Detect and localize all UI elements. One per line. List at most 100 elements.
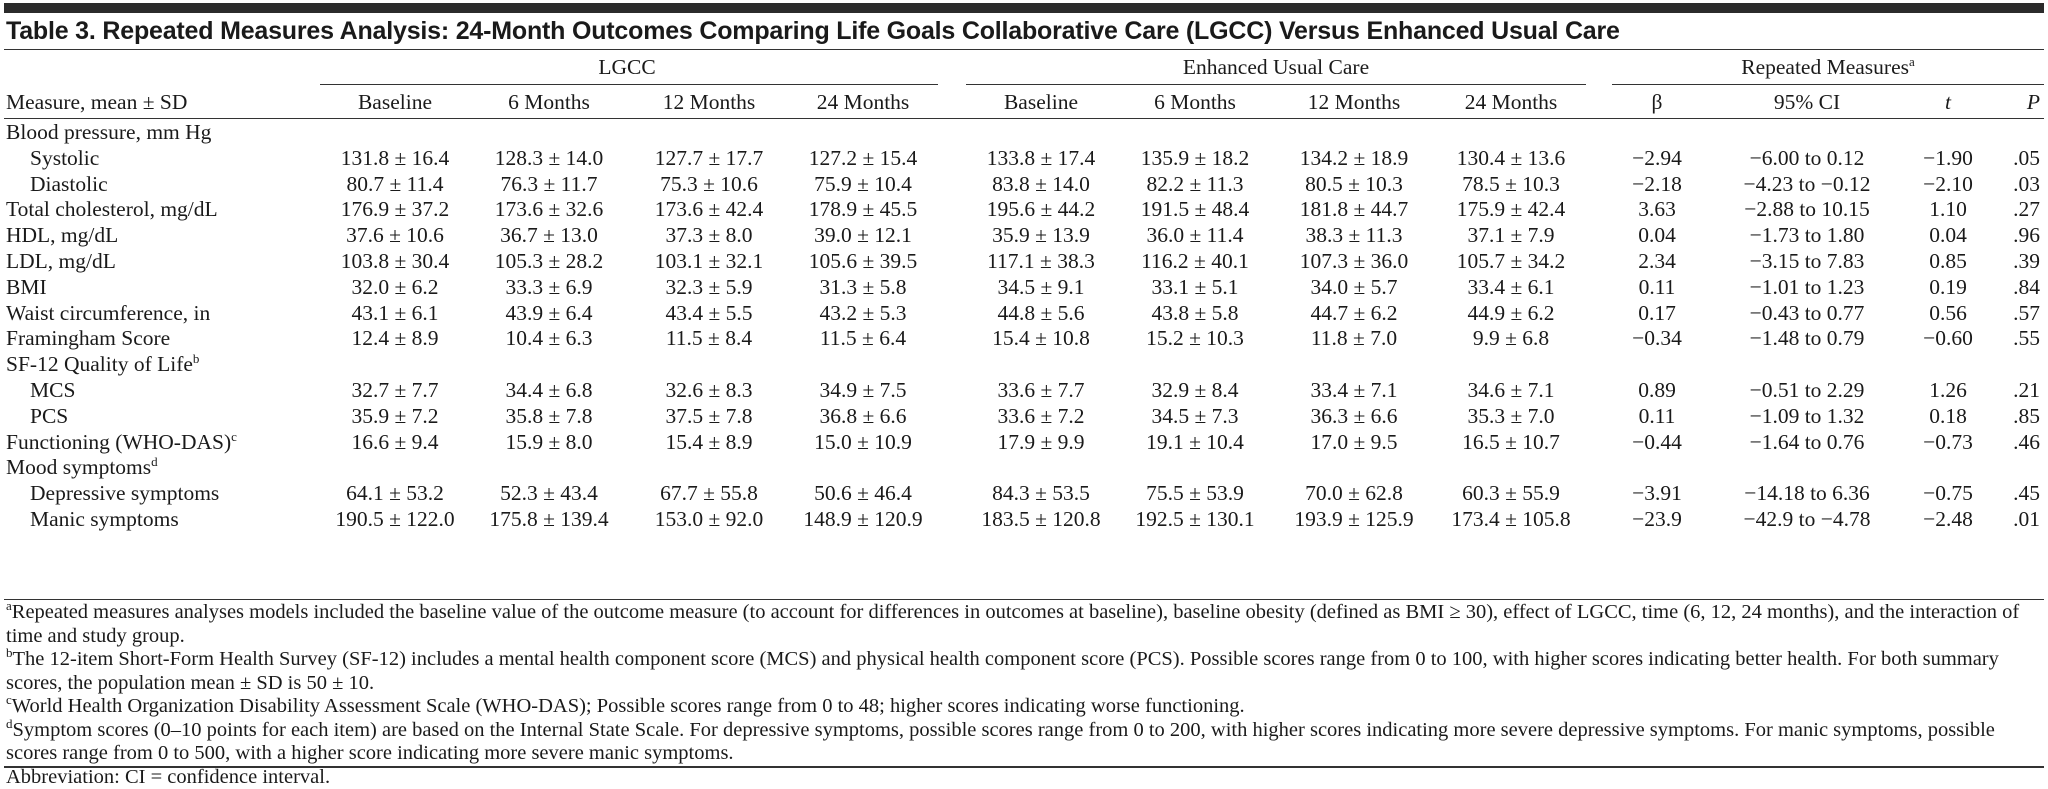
cell-repeated-measures-3: .03 bbox=[1994, 172, 2040, 198]
cell-repeated-measures-3: .05 bbox=[1994, 146, 2040, 172]
cell-euc-2: 80.5 ± 10.3 bbox=[1279, 172, 1429, 198]
footnote-mark: c bbox=[231, 428, 237, 443]
row-label: MCS bbox=[30, 378, 75, 404]
cell-lgcc-0: 37.6 ± 10.6 bbox=[320, 223, 470, 249]
cell-repeated-measures-0: −2.94 bbox=[1612, 146, 1702, 172]
cell-repeated-measures-0: 0.11 bbox=[1612, 275, 1702, 301]
row-label: BMI bbox=[6, 275, 47, 301]
cell-repeated-measures-2: 0.19 bbox=[1908, 275, 1988, 301]
cell-lgcc-1 bbox=[474, 352, 624, 378]
cell-repeated-measures-1: −3.15 to 7.83 bbox=[1712, 249, 1902, 275]
row-label-text: BMI bbox=[6, 275, 47, 299]
cell-repeated-measures-3: .46 bbox=[1994, 430, 2040, 456]
cell-lgcc-1: 175.8 ± 139.4 bbox=[474, 507, 624, 533]
cell-euc-3 bbox=[1436, 120, 1586, 146]
cell-lgcc-1: 33.3 ± 6.9 bbox=[474, 275, 624, 301]
cell-repeated-measures-2: 1.26 bbox=[1908, 378, 1988, 404]
cell-repeated-measures-3: .45 bbox=[1994, 481, 2040, 507]
row-label-text: MCS bbox=[30, 378, 75, 402]
cell-euc-3: 105.7 ± 34.2 bbox=[1436, 249, 1586, 275]
cell-lgcc-2: 43.4 ± 5.5 bbox=[634, 301, 784, 327]
cell-lgcc-2 bbox=[634, 120, 784, 146]
cell-euc-0: 15.4 ± 10.8 bbox=[966, 326, 1116, 352]
cell-repeated-measures-1 bbox=[1712, 120, 1902, 146]
cell-euc-0: 117.1 ± 38.3 bbox=[966, 249, 1116, 275]
row-label: Systolic bbox=[30, 146, 99, 172]
cell-repeated-measures-2: 0.18 bbox=[1908, 404, 1988, 430]
cell-euc-1: 82.2 ± 11.3 bbox=[1120, 172, 1270, 198]
cell-euc-0: 133.8 ± 17.4 bbox=[966, 146, 1116, 172]
cell-repeated-measures-2: −0.60 bbox=[1908, 326, 1988, 352]
row-label: Diastolic bbox=[30, 172, 108, 198]
cell-lgcc-1: 43.9 ± 6.4 bbox=[474, 301, 624, 327]
footnote-mark: d bbox=[151, 454, 158, 469]
cell-repeated-measures-2 bbox=[1908, 120, 1988, 146]
cell-euc-2: 193.9 ± 125.9 bbox=[1279, 507, 1429, 533]
cell-lgcc-1: 36.7 ± 13.0 bbox=[474, 223, 624, 249]
cell-repeated-measures-0 bbox=[1612, 455, 1702, 481]
cell-repeated-measures-3: .01 bbox=[1994, 507, 2040, 533]
cell-lgcc-0 bbox=[320, 455, 470, 481]
cell-lgcc-2: 127.7 ± 17.7 bbox=[634, 146, 784, 172]
cell-lgcc-3: 148.9 ± 120.9 bbox=[788, 507, 938, 533]
cell-euc-3: 35.3 ± 7.0 bbox=[1436, 404, 1586, 430]
cell-euc-3: 9.9 ± 6.8 bbox=[1436, 326, 1586, 352]
cell-euc-3: 37.1 ± 7.9 bbox=[1436, 223, 1586, 249]
cell-lgcc-1: 15.9 ± 8.0 bbox=[474, 430, 624, 456]
repeated-measures-footnote-mark: a bbox=[1909, 54, 1915, 69]
cell-lgcc-3: 127.2 ± 15.4 bbox=[788, 146, 938, 172]
cell-lgcc-3 bbox=[788, 455, 938, 481]
cell-euc-1: 135.9 ± 18.2 bbox=[1120, 146, 1270, 172]
cell-euc-2: 181.8 ± 44.7 bbox=[1279, 197, 1429, 223]
column-header-euc-12-months: 12 Months bbox=[1279, 87, 1429, 117]
cell-euc-0: 195.6 ± 44.2 bbox=[966, 197, 1116, 223]
group-header-repeated-measures: Repeated Measuresa bbox=[1612, 52, 2044, 82]
cell-repeated-measures-1: −2.88 to 10.15 bbox=[1712, 197, 1902, 223]
row-label: Depressive symptoms bbox=[30, 481, 219, 507]
cell-repeated-measures-0: −23.9 bbox=[1612, 507, 1702, 533]
row-label-text: Functioning (WHO-DAS) bbox=[6, 430, 231, 454]
bottom-rule bbox=[4, 766, 2044, 768]
cell-repeated-measures-1: −1.48 to 0.79 bbox=[1712, 326, 1902, 352]
cell-repeated-measures-3: .84 bbox=[1994, 275, 2040, 301]
row-label-text: Blood pressure, mm Hg bbox=[6, 120, 211, 144]
row-label-text: Systolic bbox=[30, 146, 99, 170]
cell-euc-1: 15.2 ± 10.3 bbox=[1120, 326, 1270, 352]
cell-repeated-measures-2: 0.85 bbox=[1908, 249, 1988, 275]
column-header-euc-6-months: 6 Months bbox=[1120, 87, 1270, 117]
table-bottom-divider bbox=[4, 599, 2044, 600]
cell-lgcc-2: 11.5 ± 8.4 bbox=[634, 326, 784, 352]
row-label-text: Total cholesterol, mg/dL bbox=[6, 197, 218, 221]
cell-repeated-measures-3 bbox=[1994, 352, 2040, 378]
cell-repeated-measures-1 bbox=[1712, 455, 1902, 481]
cell-euc-3: 175.9 ± 42.4 bbox=[1436, 197, 1586, 223]
cell-euc-2: 107.3 ± 36.0 bbox=[1279, 249, 1429, 275]
cell-lgcc-3: 178.9 ± 45.5 bbox=[788, 197, 938, 223]
cell-euc-3 bbox=[1436, 352, 1586, 378]
cell-euc-3: 130.4 ± 13.6 bbox=[1436, 146, 1586, 172]
cell-repeated-measures-3 bbox=[1994, 455, 2040, 481]
footnote: aRepeated measures analyses models inclu… bbox=[6, 601, 2042, 648]
footnote-text: The 12-item Short-Form Health Survey (SF… bbox=[6, 648, 1999, 694]
footnote-text: Symptom scores (0–10 points for each ite… bbox=[6, 719, 1995, 765]
cell-euc-0 bbox=[966, 352, 1116, 378]
group-header-lgcc: LGCC bbox=[316, 52, 938, 82]
cell-repeated-measures-2 bbox=[1908, 352, 1988, 378]
cell-lgcc-0: 16.6 ± 9.4 bbox=[320, 430, 470, 456]
cell-repeated-measures-1: −0.51 to 2.29 bbox=[1712, 378, 1902, 404]
cell-euc-3 bbox=[1436, 455, 1586, 481]
footnote-text: World Health Organization Disability Ass… bbox=[12, 695, 1245, 717]
row-label: Functioning (WHO-DAS)c bbox=[6, 430, 237, 456]
cell-euc-3: 173.4 ± 105.8 bbox=[1436, 507, 1586, 533]
cell-repeated-measures-1: −1.64 to 0.76 bbox=[1712, 430, 1902, 456]
cell-repeated-measures-3: .39 bbox=[1994, 249, 2040, 275]
cell-lgcc-1: 35.8 ± 7.8 bbox=[474, 404, 624, 430]
column-header-p: P bbox=[1994, 87, 2040, 117]
